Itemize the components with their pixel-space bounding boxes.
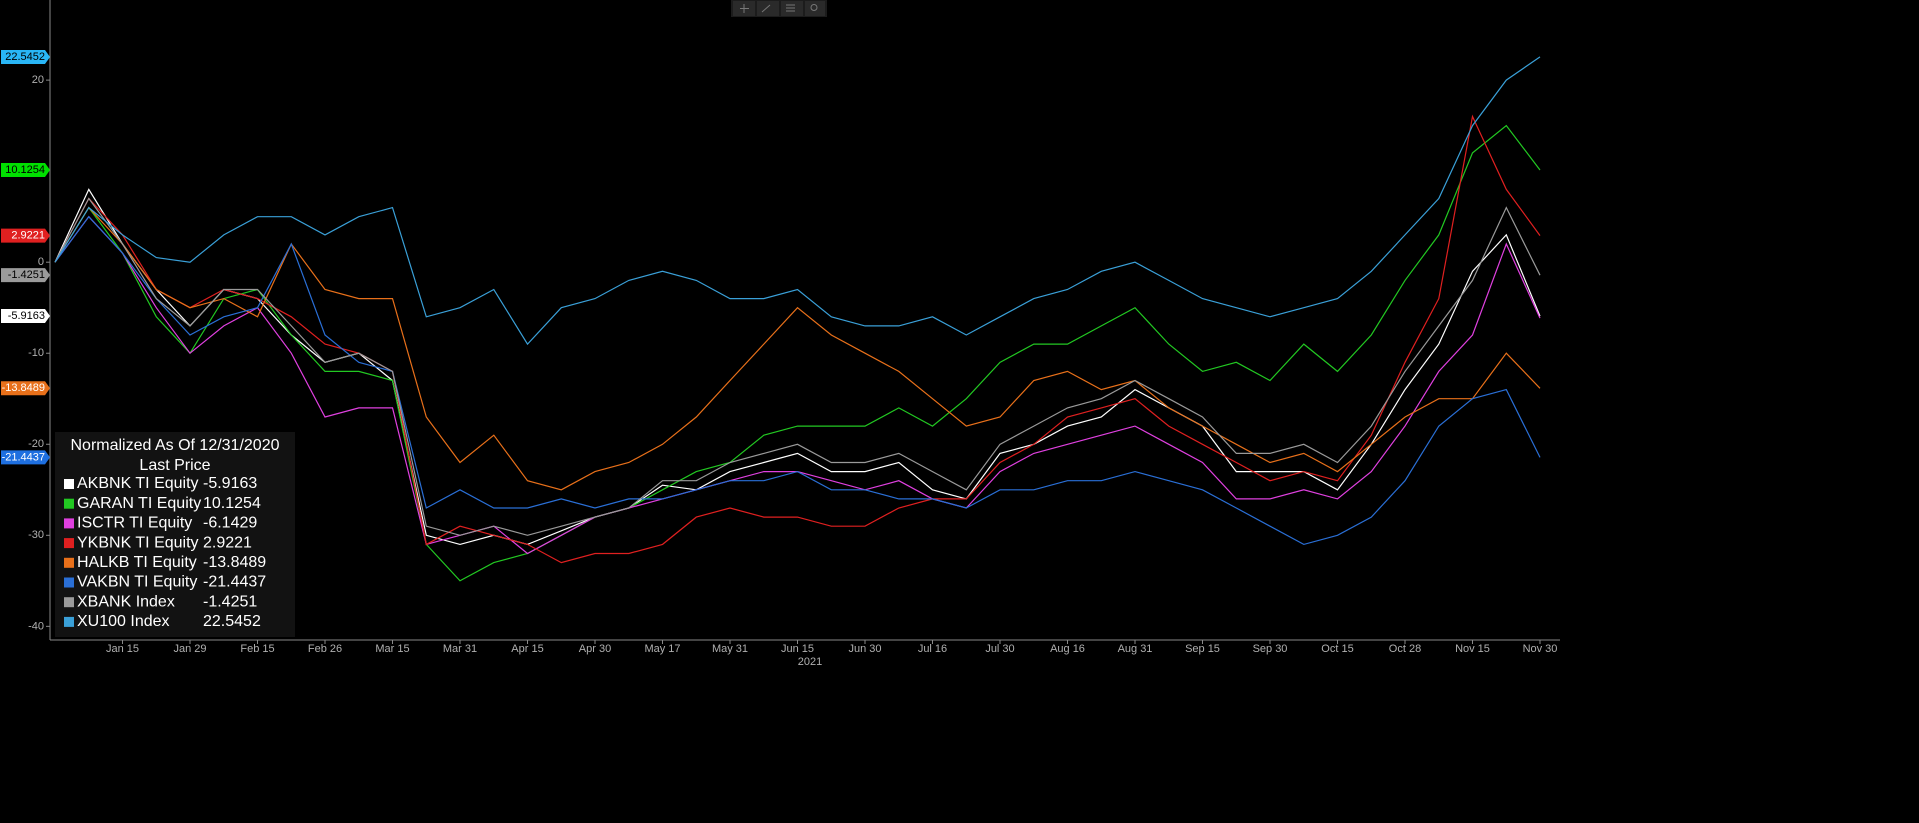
legend-swatch (64, 518, 74, 529)
legend-value: 22.5452 (203, 613, 261, 630)
x-tick-label: Feb 26 (308, 643, 342, 655)
x-tick-label: Sep 15 (1185, 643, 1220, 655)
zoom-button[interactable] (805, 1, 825, 16)
axis-tag-label: 10.1254 (5, 164, 45, 176)
x-tick-label: Oct 15 (1321, 643, 1353, 655)
x-tick-label: Apr 30 (579, 643, 611, 655)
legend-swatch (64, 498, 74, 509)
plot: -40 -30 -20 -10 0 20 Jan 15 Jan 29 Feb 15 Feb 26 M… (28, 56, 1558, 655)
toolbar-icons (740, 4, 795, 13)
axis-tag (1, 163, 50, 178)
x-tick-label: May 17 (644, 643, 680, 655)
axis-tag (1, 228, 50, 243)
axis-tag (1, 381, 50, 396)
legend-value: -6.1429 (203, 515, 257, 532)
legend-value: -21.4437 (203, 574, 266, 591)
x-tick-label: May 31 (712, 643, 748, 655)
x-tick-label: Sep 30 (1253, 643, 1288, 655)
legend-subtitle: Last Price (139, 457, 210, 474)
legend-name: YKBNK TI Equity (77, 534, 199, 551)
x-tick-label: Jul 30 (985, 643, 1014, 655)
legend-value: -5.9163 (203, 475, 257, 492)
series-line (54, 188, 1541, 546)
x-axis-year: 2021 (798, 656, 822, 668)
axis-tag-label: 2.9221 (11, 229, 45, 241)
x-tick-label: Jan 15 (106, 643, 139, 655)
x-tick-label: Jan 29 (173, 643, 206, 655)
y-tick-label: 20 (32, 74, 44, 86)
legend-name: ISCTR TI Equity (77, 515, 192, 532)
series-line (54, 114, 1541, 564)
x-tick-label: Mar 31 (443, 643, 477, 655)
legend-swatch (64, 577, 74, 588)
axis-tag-label: -5.9163 (8, 310, 45, 322)
x-tick-label: Nov 15 (1455, 643, 1490, 655)
y-tick-label: -30 (28, 529, 44, 541)
y-tick-label: -10 (28, 347, 44, 359)
legend-swatch (64, 538, 74, 549)
series-line (54, 206, 1541, 491)
legend-bg (55, 432, 295, 637)
series-line (54, 124, 1541, 582)
axis-tag-label: -13.8489 (2, 382, 45, 394)
series-line (54, 56, 1541, 346)
legend-title: Normalized As Of 12/31/2020 (70, 437, 279, 454)
legend-name: AKBNK TI Equity (77, 475, 199, 492)
x-tick-label: Apr 15 (511, 643, 543, 655)
axis-tag (1, 268, 50, 283)
x-tick-label: Oct 28 (1389, 643, 1421, 655)
legend-value: 10.1254 (203, 495, 261, 512)
axis-tags: -5.9163 10.1254 2.9221 -13.8489 -21.4437 -1.4… (1, 49, 50, 465)
series-line (54, 215, 1541, 546)
x-tick-label: Feb 15 (240, 643, 274, 655)
axis-tag-label: 22.5452 (5, 51, 45, 63)
axis-tag (1, 309, 50, 324)
axis-tag (1, 450, 50, 465)
axis-tag-label: -1.4251 (8, 269, 45, 281)
x-tick-label: Jun 15 (781, 643, 814, 655)
legend-value: -13.8489 (203, 554, 266, 571)
x-tick-label: Jul 16 (918, 643, 947, 655)
legend-swatch (64, 557, 74, 568)
series-line (54, 197, 1541, 536)
legend-value: -1.4251 (203, 593, 257, 610)
axis-tag (1, 49, 50, 64)
legend-name: HALKB TI Equity (77, 554, 197, 571)
y-tick-label: 0 (38, 256, 44, 268)
legend-name: GARAN TI Equity (77, 495, 201, 512)
axis-tag-label: -21.4437 (2, 451, 45, 463)
y-tick-label: -20 (28, 438, 44, 450)
legend-name: XBANK Index (77, 593, 175, 610)
x-tick-label: Aug 16 (1050, 643, 1085, 655)
x-tick-label: Aug 31 (1118, 643, 1153, 655)
draw-button[interactable] (757, 1, 779, 16)
y-tick-label: -40 (28, 620, 44, 632)
x-tick-label: Nov 30 (1523, 643, 1558, 655)
legend-name: VAKBN TI Equity (77, 574, 197, 591)
legend: Normalized As Of 12/31/2020 Last Price A… (55, 432, 295, 637)
legend-name: XU100 Index (77, 613, 170, 630)
legend-value: 2.9221 (203, 534, 252, 551)
x-tick-label: Mar 15 (375, 643, 409, 655)
legend-swatch (64, 616, 74, 627)
legend-swatch (64, 479, 74, 489)
legend-swatch (64, 597, 74, 608)
toolbar (731, 0, 827, 17)
zoom-icon (810, 4, 818, 11)
x-tick-label: Jun 30 (848, 643, 881, 655)
